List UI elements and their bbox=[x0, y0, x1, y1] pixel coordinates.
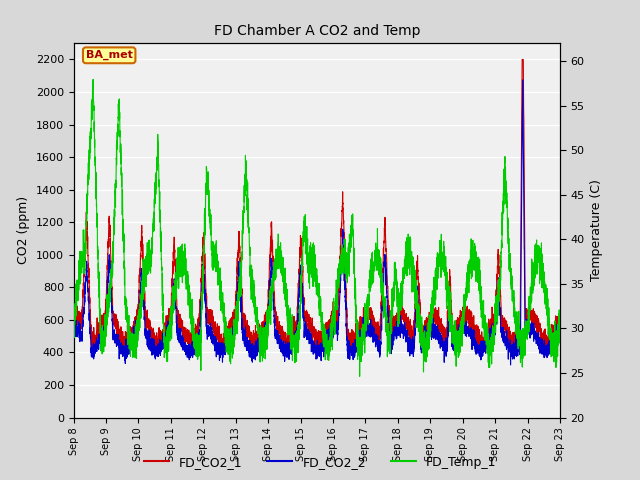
Text: BA_met: BA_met bbox=[86, 50, 132, 60]
Title: FD Chamber A CO2 and Temp: FD Chamber A CO2 and Temp bbox=[214, 24, 420, 38]
Y-axis label: CO2 (ppm): CO2 (ppm) bbox=[17, 196, 30, 264]
Y-axis label: Temperature (C): Temperature (C) bbox=[590, 180, 603, 281]
Legend: FD_CO2_1, FD_CO2_2, FD_Temp_1: FD_CO2_1, FD_CO2_2, FD_Temp_1 bbox=[139, 451, 501, 474]
